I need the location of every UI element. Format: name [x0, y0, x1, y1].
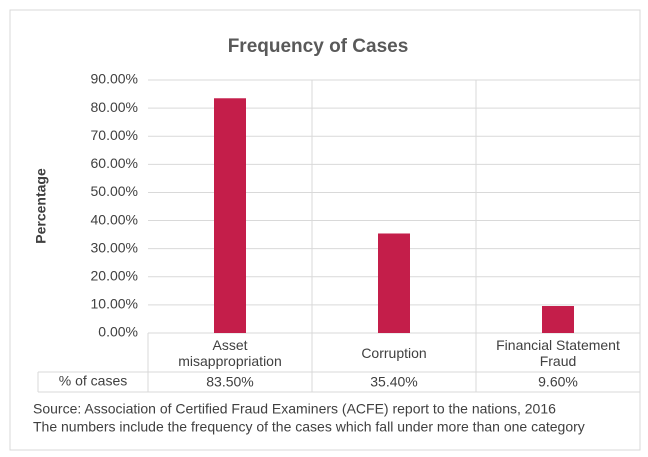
note: Source: Association of Certified Fraud E… — [33, 401, 556, 417]
table-value: 35.40% — [370, 374, 417, 390]
x-tick-label: Asset misappropriation — [178, 336, 282, 369]
x-tick-label-box: Asset misappropriation — [178, 336, 282, 369]
bar — [542, 306, 574, 333]
table-row-label: % of cases — [59, 373, 127, 389]
y-tick-label: 30.00% — [91, 239, 138, 255]
bar — [378, 233, 410, 333]
chart-title: Frequency of Cases — [228, 36, 409, 57]
y-tick-label: 0.00% — [98, 324, 138, 340]
x-tick-label-box: Financial Statement Fraud — [496, 336, 620, 369]
x-tick-label: Corruption — [361, 344, 427, 361]
y-axis-label: Percentage — [33, 168, 49, 244]
note: The numbers include the frequency of the… — [33, 419, 585, 435]
y-tick-label: 80.00% — [91, 99, 138, 115]
y-tick-label: 50.00% — [91, 183, 138, 199]
bar — [214, 98, 246, 334]
y-tick-label: 60.00% — [91, 155, 138, 171]
table-value: 83.50% — [206, 374, 253, 390]
table-value: 9.60% — [538, 374, 578, 390]
y-tick-label: 70.00% — [91, 127, 138, 143]
x-tick-label: Financial Statement Fraud — [496, 336, 620, 369]
y-tick-label: 90.00% — [91, 71, 138, 87]
y-tick-label: 20.00% — [91, 267, 138, 283]
y-tick-label: 10.00% — [91, 296, 138, 312]
y-tick-label: 40.00% — [91, 211, 138, 227]
chart-border — [9, 9, 641, 451]
x-tick-label-box: Corruption — [361, 344, 427, 361]
